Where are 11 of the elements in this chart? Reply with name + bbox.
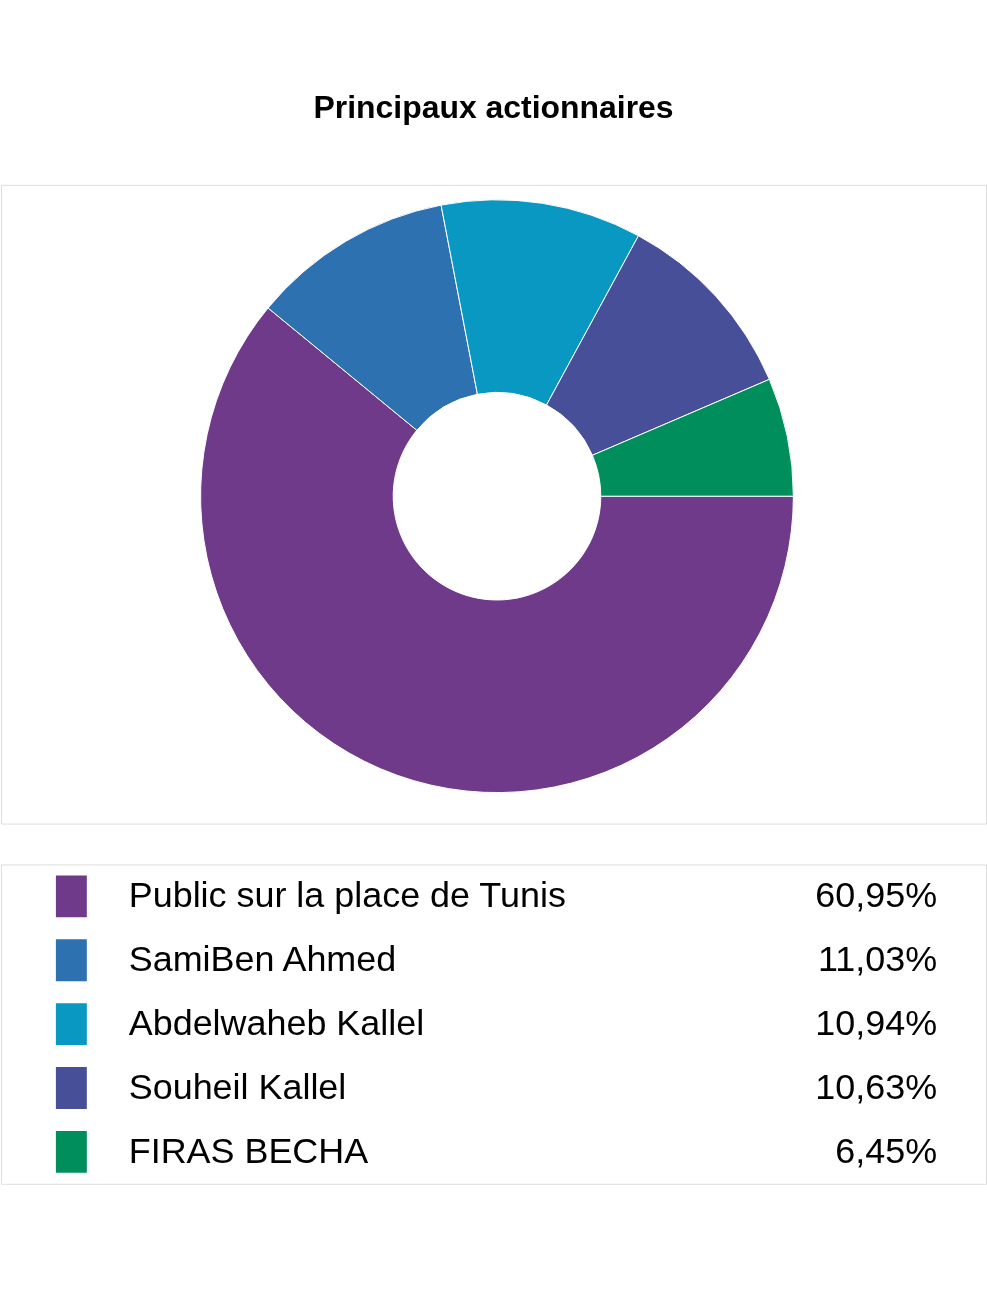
data-label: 60,95% bbox=[815, 874, 938, 916]
legend-label: Public sur la place de Tunis bbox=[128, 874, 566, 916]
legend-label: Abdelwaheb Kallel bbox=[128, 1002, 425, 1044]
data-label: 10,63% bbox=[815, 1065, 938, 1107]
data-label: 11,03% bbox=[817, 938, 938, 980]
legend-label: FIRAS BECHA bbox=[128, 1129, 369, 1171]
data-label: 10,94% bbox=[815, 1002, 938, 1044]
legend-label: Souheil Kallel bbox=[128, 1065, 347, 1107]
legend-label: SamiBen Ahmed bbox=[128, 938, 397, 980]
data-label: 6,45% bbox=[835, 1129, 938, 1171]
chart-title: Principaux actionnaires bbox=[313, 88, 674, 125]
